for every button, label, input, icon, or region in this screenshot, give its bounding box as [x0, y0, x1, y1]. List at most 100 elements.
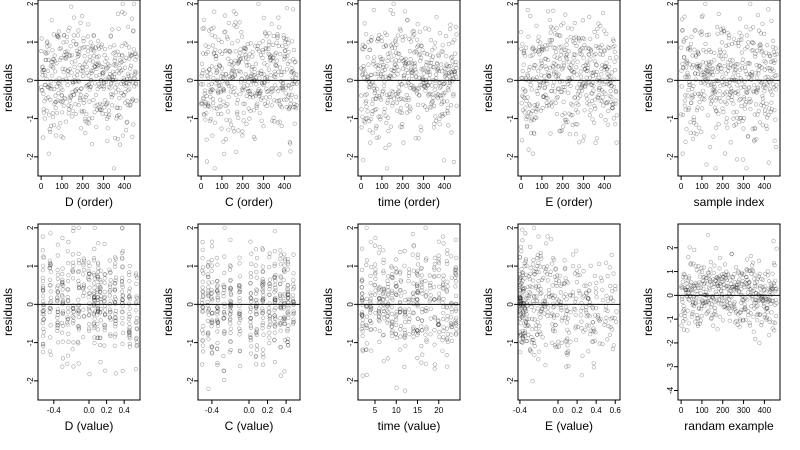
residual-point — [238, 328, 243, 334]
residual-point — [394, 292, 399, 297]
residual-point — [739, 307, 744, 312]
residual-point — [526, 332, 531, 338]
residual-point — [127, 311, 132, 316]
residual-point — [76, 286, 82, 291]
residual-point — [400, 66, 406, 71]
residual-point — [40, 287, 46, 293]
residual-point — [423, 26, 428, 31]
residual-point — [692, 283, 697, 288]
residual-point — [709, 315, 714, 321]
residual-point — [108, 282, 113, 287]
residual-point — [430, 48, 435, 53]
residual-point — [228, 118, 233, 123]
residual-point — [385, 304, 390, 309]
residual-point — [452, 72, 457, 77]
residual-point — [702, 74, 708, 79]
residual-point — [249, 67, 254, 72]
residual-point — [119, 53, 124, 58]
residual-point — [389, 324, 395, 329]
residual-point — [425, 82, 431, 87]
residual-point — [277, 65, 283, 70]
residual-point — [519, 315, 524, 320]
residual-point — [376, 314, 382, 320]
residual-point — [395, 33, 401, 38]
residual-point — [542, 85, 548, 90]
residual-point — [215, 78, 220, 83]
residual-point — [523, 45, 529, 50]
residual-point — [540, 94, 546, 99]
residual-point — [359, 326, 364, 332]
residual-point — [65, 49, 70, 54]
residual-point — [134, 316, 139, 321]
residual-point — [757, 312, 763, 318]
residual-point — [680, 274, 686, 280]
residual-point — [536, 79, 542, 84]
residual-point — [278, 85, 283, 91]
residual-point — [545, 96, 550, 101]
residual-point — [377, 306, 382, 311]
residual-point — [285, 339, 290, 345]
residual-point — [698, 294, 703, 299]
residual-point — [83, 84, 89, 89]
residual-point — [454, 255, 459, 261]
residual-point — [524, 293, 530, 298]
residual-point — [278, 345, 284, 350]
residual-point — [70, 269, 75, 274]
residual-point — [731, 116, 736, 121]
residual-point — [568, 83, 573, 88]
residual-point — [265, 63, 270, 68]
residual-point — [376, 287, 381, 292]
residual-point — [373, 327, 378, 332]
residual-point — [402, 57, 407, 63]
residual-point — [257, 110, 262, 115]
residual-point — [361, 118, 366, 123]
residual-point — [389, 324, 394, 329]
residual-point — [414, 91, 420, 96]
residual-point — [104, 56, 109, 61]
residual-point — [73, 102, 78, 107]
x-tick-label: 200 — [236, 182, 250, 191]
residual-point — [613, 319, 619, 324]
residual-point — [545, 57, 550, 63]
residual-point — [278, 275, 283, 280]
residual-point — [681, 271, 686, 276]
residual-point — [772, 108, 777, 113]
residual-point — [530, 45, 536, 50]
residual-point — [412, 50, 417, 55]
x-tick-label: 0.4 — [281, 406, 293, 415]
residual-point — [251, 73, 256, 78]
residual-point — [396, 51, 401, 56]
residual-point — [290, 297, 296, 302]
residual-point — [82, 314, 87, 319]
residual-point — [396, 85, 401, 90]
residual-point — [134, 299, 139, 305]
residual-point — [84, 83, 90, 88]
residual-point — [221, 99, 226, 104]
residual-point — [98, 310, 103, 315]
residual-point — [82, 53, 87, 59]
residual-point — [742, 106, 747, 111]
residual-point — [98, 78, 103, 83]
residual-point — [537, 82, 543, 87]
residual-point — [228, 76, 233, 81]
residual-point — [428, 286, 433, 291]
residual-point — [134, 70, 139, 75]
residual-point — [734, 318, 739, 324]
residual-point — [209, 81, 214, 86]
residual-point — [744, 99, 749, 105]
residual-point — [684, 281, 689, 286]
residual-point — [401, 140, 406, 145]
residual-point — [389, 305, 395, 310]
residual-point — [562, 118, 568, 123]
residual-point — [716, 11, 721, 17]
residual-point — [235, 111, 240, 117]
residual-point — [60, 356, 66, 361]
residual-point — [55, 98, 60, 103]
residual-point — [377, 32, 382, 38]
residual-point — [556, 76, 561, 82]
residual-point — [249, 344, 254, 349]
residual-point — [267, 340, 272, 346]
residual-point — [359, 107, 364, 112]
residual-point — [391, 96, 397, 101]
residual-point — [756, 274, 761, 279]
